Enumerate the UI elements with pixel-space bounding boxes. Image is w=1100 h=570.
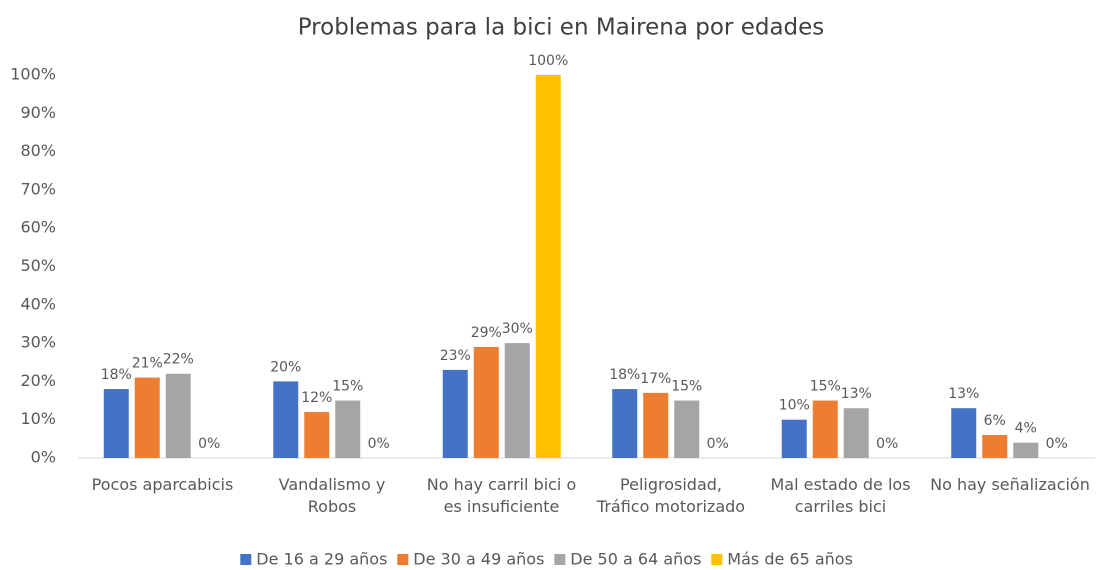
legend-label: De 16 a 29 años <box>256 550 387 569</box>
data-label: 12% <box>301 390 332 406</box>
bar <box>982 435 1008 458</box>
bar <box>134 377 160 458</box>
y-tick-label: 70% <box>20 179 56 198</box>
data-label: 0% <box>876 436 898 452</box>
bar <box>643 392 669 458</box>
y-tick-label: 80% <box>20 141 56 160</box>
bar <box>812 400 838 458</box>
y-tick-label: 60% <box>20 218 56 237</box>
legend-swatch <box>240 554 252 565</box>
y-tick-label: 20% <box>20 371 56 390</box>
y-tick-label: 90% <box>20 103 56 122</box>
bar <box>843 408 869 458</box>
y-tick-label: 0% <box>31 448 56 467</box>
data-label: 22% <box>163 352 194 368</box>
bar <box>504 343 530 458</box>
legend-swatch <box>711 554 723 565</box>
data-label: 15% <box>810 379 841 395</box>
data-label: 13% <box>948 386 979 402</box>
bar <box>165 373 191 458</box>
chart-title: Problemas para la bici en Mairena por ed… <box>298 15 825 41</box>
data-label: 10% <box>779 398 810 414</box>
bar <box>473 346 499 458</box>
data-label: 21% <box>132 356 163 372</box>
y-tick-label: 30% <box>20 333 56 352</box>
data-label: 0% <box>707 436 729 452</box>
bar <box>781 419 807 458</box>
data-label: 0% <box>198 436 220 452</box>
bar <box>335 400 361 458</box>
data-label: 0% <box>1046 436 1068 452</box>
data-label: 4% <box>1015 421 1037 437</box>
x-tick-label: Peligrosidad, Tráfico motorizado <box>596 475 746 516</box>
x-tick-label: Pocos aparcabicis <box>91 475 234 494</box>
bar <box>273 381 299 458</box>
bar <box>103 389 129 458</box>
legend-label: Más de 65 años <box>727 550 853 569</box>
data-label: 18% <box>101 367 132 383</box>
y-tick-label: 100% <box>10 65 56 84</box>
data-label: 20% <box>270 359 301 375</box>
data-label: 18% <box>609 367 640 383</box>
data-label: 0% <box>368 436 390 452</box>
x-tick-label: No hay carril bici o es insuficiente <box>426 475 577 516</box>
x-tick-label: Mal estado de los carriles bici <box>770 475 911 516</box>
data-label: 17% <box>640 371 671 387</box>
legend-label: De 50 a 64 años <box>570 550 701 569</box>
y-tick-label: 40% <box>20 294 56 313</box>
data-label: 30% <box>502 321 533 337</box>
data-label: 15% <box>332 379 363 395</box>
bar <box>304 412 330 458</box>
bar <box>442 369 468 458</box>
bar <box>674 400 700 458</box>
x-tick-label: No hay señalización <box>930 475 1090 494</box>
y-tick-label: 50% <box>20 256 56 275</box>
data-label: 6% <box>984 413 1006 429</box>
bar <box>535 75 561 458</box>
data-label: 29% <box>471 325 502 341</box>
legend-swatch <box>554 554 566 565</box>
data-label: 100% <box>528 53 568 69</box>
data-label: 23% <box>440 348 471 364</box>
legend-swatch <box>397 554 409 565</box>
bar <box>612 389 638 458</box>
bar <box>1013 442 1039 458</box>
y-tick-label: 10% <box>20 409 56 428</box>
data-label: 15% <box>671 379 702 395</box>
data-label: 13% <box>841 386 872 402</box>
bar <box>951 408 977 458</box>
legend-label: De 30 a 49 años <box>413 550 544 569</box>
x-tick-label: Vandalismo y Robos <box>278 475 386 516</box>
